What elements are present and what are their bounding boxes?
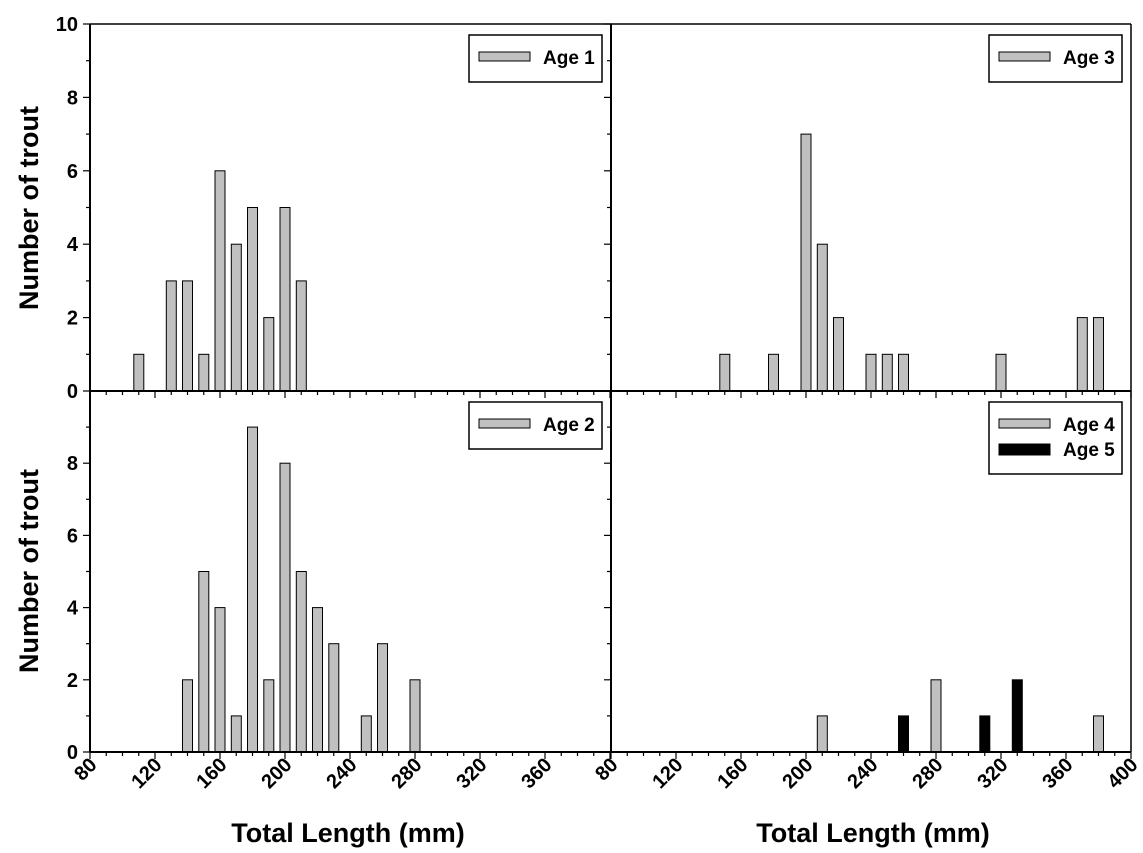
x-tick-label-right-80: 80 xyxy=(591,754,622,785)
x-axis-title-left: Total Length (mm) xyxy=(231,818,464,848)
x-axis-title-right: Total Length (mm) xyxy=(756,818,989,848)
x-tick-label-left-200: 200 xyxy=(257,754,296,793)
bar-top-left-age-1-170 xyxy=(230,243,242,392)
x-tick-label-right-240: 240 xyxy=(843,754,882,793)
y-axis-title-top: Number of trout xyxy=(14,106,44,310)
bar-bottom-right-age-5-310 xyxy=(979,715,991,753)
y-tick-label-bottom-8: 8 xyxy=(67,453,78,475)
legend-swatch-age-5 xyxy=(998,443,1051,456)
bar-top-left-age-1-150 xyxy=(198,353,210,392)
bar-top-right-age-3-150 xyxy=(719,353,731,392)
bar-top-right-age-3-250 xyxy=(881,353,893,392)
y-tick-label-bottom-4: 4 xyxy=(67,598,79,620)
bar-top-right-age-3-320 xyxy=(995,353,1007,392)
x-tick-label-right-360: 360 xyxy=(1038,754,1077,793)
x-tick-label-left-160: 160 xyxy=(192,754,231,793)
legend-swatch-age-3 xyxy=(998,51,1051,62)
bar-top-right-age-3-380 xyxy=(1093,317,1104,392)
bar-top-right-age-3-220 xyxy=(833,317,844,392)
legend-box-bottom-right xyxy=(988,401,1123,475)
legend-label-age-5: Age 5 xyxy=(1063,440,1115,461)
bars-layer xyxy=(133,133,1104,753)
bar-top-left-age-1-200 xyxy=(279,207,291,392)
bar-bottom-right-age-4-380 xyxy=(1093,715,1104,753)
bar-bottom-right-age-5-260 xyxy=(898,715,909,753)
x-tick-label-left-240: 240 xyxy=(322,754,361,793)
bar-bottom-left-age-2-190 xyxy=(263,679,275,753)
x-tick-label-left-360: 360 xyxy=(517,754,556,793)
x-tick-label-left-320: 320 xyxy=(452,754,491,793)
bar-top-right-age-3-210 xyxy=(816,243,828,392)
legends-layer: Age 1 Age 3 Age 2 Age 4 Age 5 xyxy=(468,34,1123,475)
bar-top-right-age-3-260 xyxy=(898,353,909,392)
x-tick-label-right-400: 400 xyxy=(1103,754,1142,793)
bar-top-left-age-1-160 xyxy=(214,170,226,392)
labels-layer: Number of trout Number of trout Total Le… xyxy=(14,106,990,848)
bar-top-left-age-1-180 xyxy=(247,207,258,392)
y-tick-label-top-6: 6 xyxy=(67,161,78,183)
bar-bottom-left-age-2-230 xyxy=(328,643,340,753)
bar-bottom-left-age-2-250 xyxy=(360,715,372,753)
legend-label-age-2: Age 2 xyxy=(543,415,595,436)
x-tick-label-left-120: 120 xyxy=(127,754,166,793)
x-tick-label-right-120: 120 xyxy=(648,754,687,793)
frame-layer xyxy=(89,23,1132,753)
y-tick-label-top-0: 0 xyxy=(67,381,78,403)
x-tick-label-right-280: 280 xyxy=(908,754,947,793)
bar-top-left-age-1-210 xyxy=(295,280,307,392)
x-tick-label-left-280: 280 xyxy=(387,754,426,793)
bar-bottom-left-age-2-220 xyxy=(312,607,323,753)
bar-bottom-right-age-4-210 xyxy=(816,715,828,753)
bar-bottom-left-age-2-160 xyxy=(214,607,226,753)
bar-bottom-left-age-2-150 xyxy=(198,571,210,753)
y-tick-label-bottom-2: 2 xyxy=(67,670,78,692)
x-tick-label-right-320: 320 xyxy=(973,754,1012,793)
y-axis-title-bottom: Number of trout xyxy=(14,469,44,673)
y-tick-label-top-2: 2 xyxy=(67,308,78,330)
bar-bottom-left-age-2-180 xyxy=(247,426,258,753)
bar-top-left-age-1-130 xyxy=(165,280,177,392)
legend-swatch-age-2 xyxy=(478,418,531,429)
legend-swatch-age-1 xyxy=(478,51,531,62)
bar-top-left-age-1-140 xyxy=(182,280,193,392)
bar-bottom-left-age-2-210 xyxy=(295,571,307,753)
legend-swatch-age-4 xyxy=(998,418,1051,429)
x-tick-label-right-160: 160 xyxy=(713,754,752,793)
bar-bottom-left-age-2-170 xyxy=(230,715,242,753)
bar-top-right-age-3-200 xyxy=(800,133,812,392)
bar-top-left-age-1-110 xyxy=(133,353,145,392)
legend-label-age-3: Age 3 xyxy=(1063,48,1115,69)
bar-bottom-right-age-4-280 xyxy=(930,679,942,753)
y-tick-label-bottom-6: 6 xyxy=(67,525,78,547)
x-tick-label-right-200: 200 xyxy=(778,754,817,793)
bar-bottom-left-age-2-260 xyxy=(377,643,388,753)
bar-bottom-left-age-2-200 xyxy=(279,462,291,753)
bar-bottom-right-age-5-330 xyxy=(1011,679,1023,753)
bar-top-right-age-3-180 xyxy=(768,353,779,392)
bar-top-right-age-3-240 xyxy=(865,353,877,392)
y-tick-label-top-8: 8 xyxy=(67,87,78,109)
bar-bottom-left-age-2-280 xyxy=(409,679,421,753)
bar-top-left-age-1-190 xyxy=(263,317,275,392)
bar-top-right-age-3-370 xyxy=(1076,317,1088,392)
y-tick-label-top-10: 10 xyxy=(56,14,78,36)
y-tick-label-top-4: 4 xyxy=(67,234,79,256)
bar-bottom-left-age-2-140 xyxy=(182,679,193,753)
legend-label-age-1: Age 1 xyxy=(543,48,595,69)
legend-label-age-4: Age 4 xyxy=(1063,415,1115,436)
y-tick-label-bottom-0: 0 xyxy=(67,742,78,764)
